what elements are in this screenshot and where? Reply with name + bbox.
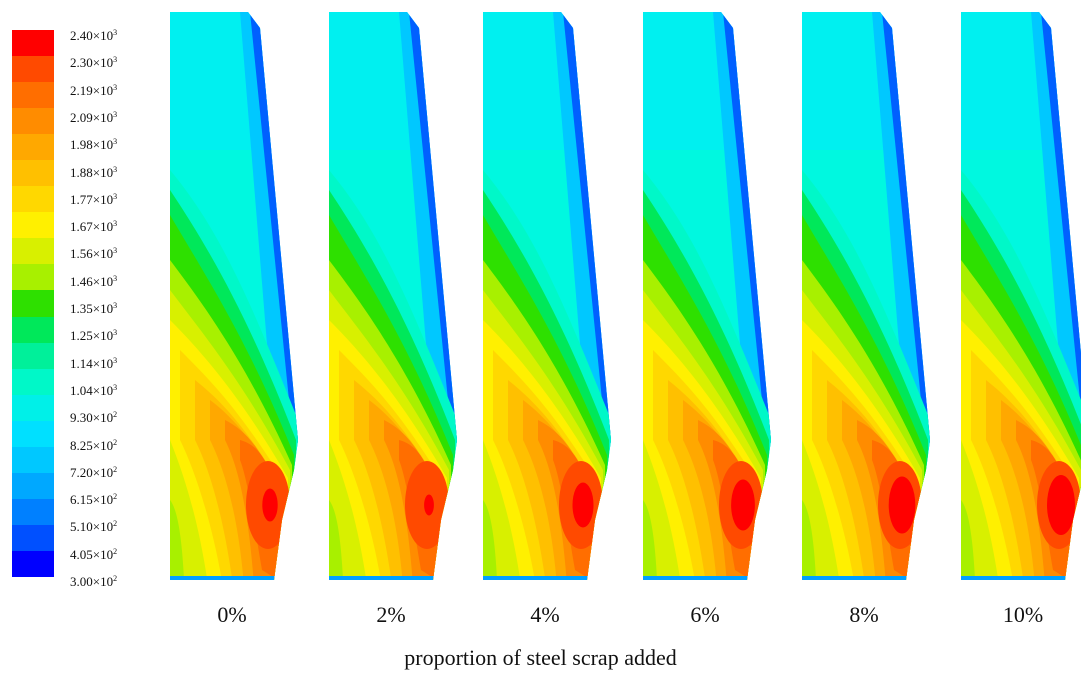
- legend-tick-label: 1.35×103: [70, 301, 118, 316]
- legend-swatch: [12, 30, 54, 57]
- legend-tick-label: 1.04×103: [70, 382, 118, 398]
- contour-panel: [483, 12, 611, 580]
- case-label: 10%: [1002, 602, 1044, 627]
- legend-swatch: [12, 212, 54, 239]
- legend-tick-label: 4.05×102: [70, 546, 118, 562]
- legend-swatch: [12, 446, 54, 474]
- contour-plots: [170, 12, 1081, 580]
- legend-tick-label: 6.15×102: [70, 492, 118, 508]
- legend-tick-label: 1.67×103: [70, 219, 118, 235]
- contour-panel: [961, 12, 1081, 580]
- legend-swatch: [12, 56, 54, 83]
- legend-swatch: [12, 550, 54, 578]
- legend-swatch: [12, 160, 54, 187]
- legend-swatch: [12, 368, 54, 396]
- legend-tick-label: 1.56×103: [70, 246, 118, 262]
- legend-swatch: [12, 472, 54, 500]
- legend-swatch: [12, 134, 54, 161]
- legend-swatch: [12, 264, 54, 291]
- legend-tick-label: 1.46×103: [70, 273, 118, 289]
- legend-swatch: [12, 108, 54, 135]
- legend-swatch: [12, 394, 54, 422]
- legend-swatch: [12, 342, 54, 370]
- legend-swatch: [12, 498, 54, 526]
- legend-tick-label: 7.20×102: [70, 464, 118, 480]
- case-label: 4%: [530, 602, 560, 627]
- legend-swatch: [12, 290, 54, 318]
- x-axis-label: proportion of steel scrap added: [404, 645, 677, 670]
- contour-panel: [643, 12, 771, 580]
- legend-tick-label: 5.10×102: [70, 519, 118, 535]
- legend-swatch: [12, 82, 54, 109]
- legend-tick-label: 2.30×103: [70, 55, 118, 71]
- legend-tick-label: 1.98×103: [70, 137, 118, 153]
- contour-panel: [170, 12, 298, 580]
- legend-tick-label: 1.88×103: [70, 164, 118, 180]
- legend-tick-label: 1.77×103: [70, 191, 118, 207]
- legend-swatch: [12, 316, 54, 344]
- case-label: 2%: [376, 602, 406, 627]
- color-legend-bar: [12, 30, 54, 578]
- legend-swatch: [12, 524, 54, 552]
- legend-tick-label: 1.14×103: [70, 355, 118, 371]
- legend-tick-label: 1.25×103: [70, 328, 118, 344]
- legend-tick-label: 2.40×103: [70, 28, 118, 43]
- case-label: 6%: [690, 602, 720, 627]
- legend-tick-label: 8.25×102: [70, 437, 118, 453]
- case-label: 0%: [217, 602, 247, 627]
- legend-tick-label: 3.00×102: [70, 574, 118, 589]
- legend-swatch: [12, 420, 54, 448]
- legend-swatch: [12, 186, 54, 213]
- case-label: 8%: [849, 602, 879, 627]
- legend-tick-label: 2.09×103: [70, 109, 118, 125]
- legend-tick-label: 9.30×102: [70, 410, 118, 426]
- contour-panel: [802, 12, 930, 580]
- legend-swatch: [12, 238, 54, 265]
- color-legend-labels: 2.40×103 2.30×103 2.19×103 2.09×103 1.98×103…: [70, 0, 165, 590]
- legend-tick-label: 2.19×103: [70, 82, 118, 98]
- contour-panel: [329, 12, 457, 580]
